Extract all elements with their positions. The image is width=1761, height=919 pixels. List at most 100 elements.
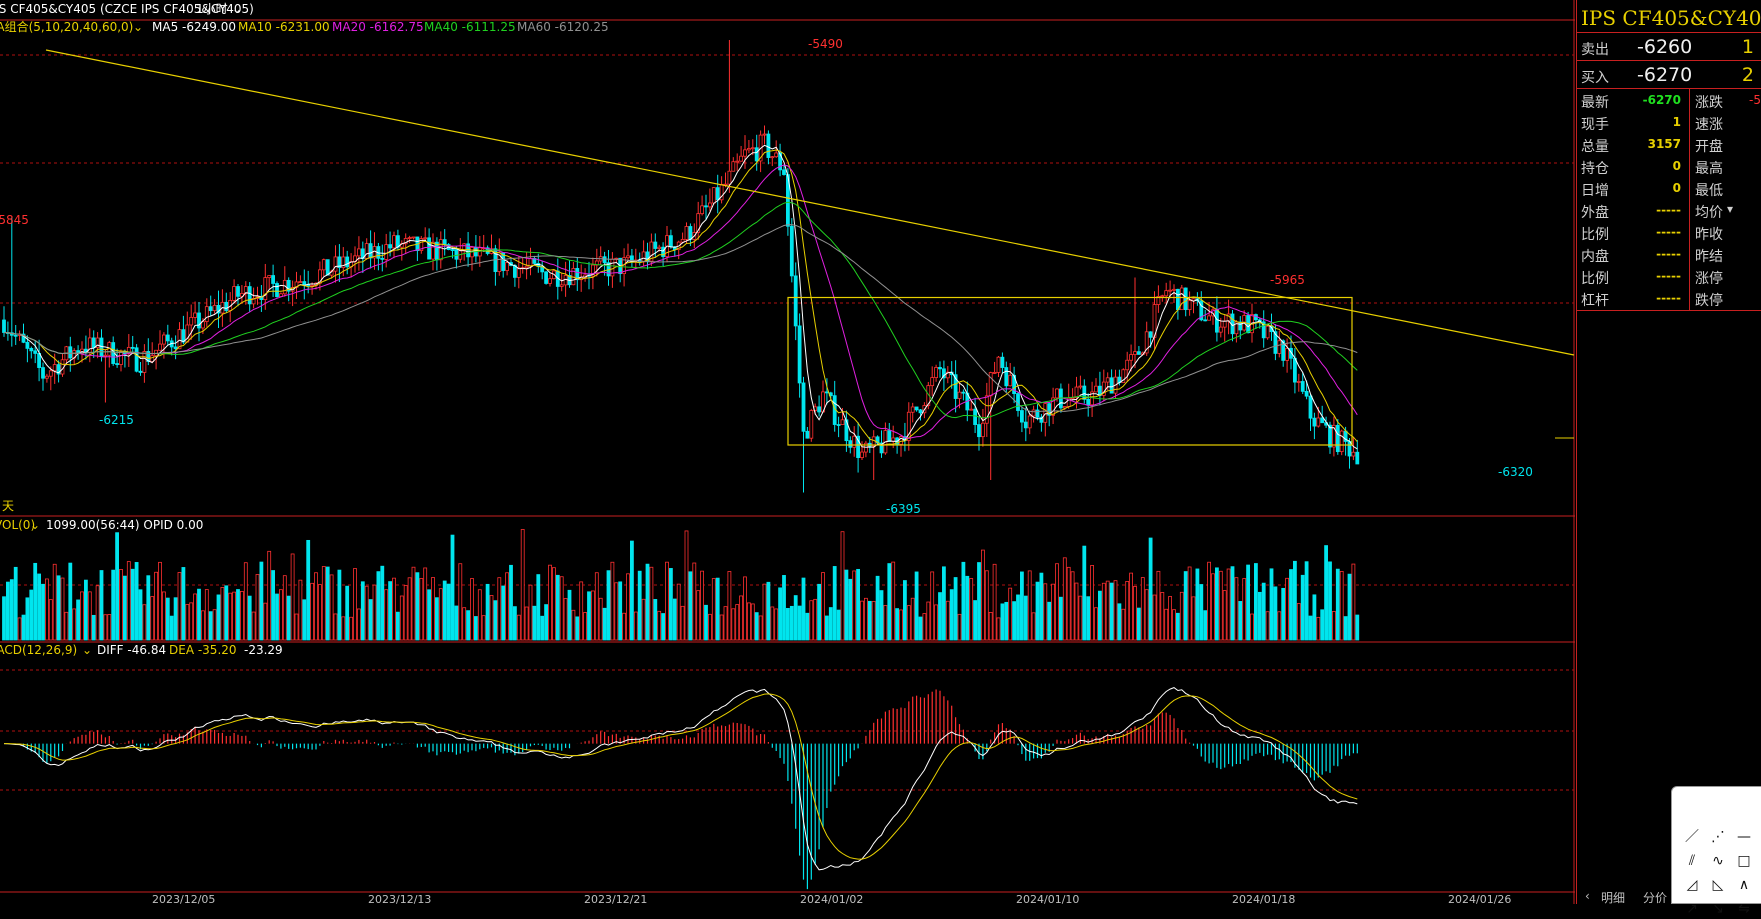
volume-bar — [1176, 612, 1180, 641]
volume-bar — [376, 571, 381, 641]
annotation-recent-high: -5965 — [1270, 273, 1305, 287]
candle-body — [739, 155, 743, 162]
drawing-tool-icon[interactable]: ∧ — [1738, 877, 1750, 893]
tab-detail[interactable]: 明细 — [1601, 891, 1626, 905]
period-chevron-icon[interactable]: ⌄ — [232, 2, 242, 16]
volume-bar — [758, 615, 763, 641]
ma-group-label[interactable]: MA组合(5,10,20,40,60,0) — [0, 19, 133, 34]
candle-body — [945, 371, 950, 379]
volume-bar — [368, 599, 373, 641]
drawing-tool-icon[interactable]: ◿ — [1686, 877, 1698, 893]
candle-body — [37, 353, 41, 368]
period-selector[interactable]: 1小时 — [196, 2, 228, 16]
macd-chevron-icon[interactable]: ⌄ — [82, 643, 92, 657]
volume-bar — [1144, 589, 1149, 641]
candle-body — [1168, 289, 1172, 292]
panel-tabs[interactable]: ‹ 明细 分价 — [1585, 889, 1668, 905]
candle-body — [1125, 359, 1130, 371]
candle-body — [1203, 319, 1208, 322]
volume-bar — [115, 532, 119, 641]
ma-chevron-icon[interactable]: ⌄ — [133, 20, 143, 34]
candle-body — [973, 408, 977, 425]
candle-body — [641, 251, 646, 263]
tab-price[interactable]: 分价 — [1643, 891, 1668, 905]
volume-bar — [1195, 568, 1200, 641]
sell-row[interactable]: 卖出 -6260 1 — [1577, 32, 1761, 61]
chart-area[interactable]: IPS CF405&CY405 (CZCE IPS CF405&CY405) 1… — [0, 0, 1575, 904]
candle-body — [715, 187, 720, 201]
candle-body — [450, 249, 455, 251]
volume-bar — [1078, 595, 1083, 641]
volume-bar — [1277, 611, 1282, 641]
volume-bar — [797, 605, 802, 641]
volume-bar — [1055, 563, 1059, 641]
volume-bar — [259, 561, 264, 641]
avg-price-dropdown-icon[interactable]: ▾ — [1727, 202, 1734, 216]
volume-bar — [1047, 601, 1052, 641]
drawing-toolbox[interactable]: ／ ⋰ — ⫽ ∿ □ ◿ ◺ ∧ ↗ ↘ ⇋ — [1671, 786, 1761, 917]
volume-bar — [91, 614, 96, 641]
candle-body — [345, 256, 350, 268]
volume-bar — [809, 600, 814, 641]
macd-indicator-label[interactable]: MACD(12,26,9) — [0, 643, 77, 657]
volume-bar — [423, 567, 428, 641]
volume-bar — [395, 611, 400, 641]
volume-chevron-icon[interactable]: ⌄ — [30, 518, 40, 532]
volume-bar — [204, 589, 209, 641]
volume-bar — [567, 589, 572, 641]
drawing-tool-icon[interactable]: ⫽ — [1688, 853, 1696, 869]
drawing-tool-icon[interactable]: ∿ — [1712, 853, 1724, 869]
volume-bar — [37, 573, 41, 641]
quote-key: 速涨 — [1695, 117, 1723, 133]
volume-bar — [992, 563, 997, 641]
volume-bar — [1234, 577, 1239, 641]
moving-averages — [3, 144, 1358, 450]
volume-bar — [571, 609, 576, 641]
candle-body — [708, 202, 712, 208]
candle-body — [516, 267, 521, 278]
candle-body — [704, 205, 708, 208]
volume-bar — [583, 612, 587, 641]
drawing-tool-icon[interactable]: ⋰ — [1711, 829, 1725, 845]
drawing-tool-icon[interactable]: ◺ — [1712, 877, 1724, 893]
volume-bar — [247, 595, 252, 641]
candle-body — [1004, 367, 1009, 387]
volume-bar — [1339, 570, 1344, 641]
quote-row: 杠杆 ----- 跌停 — [1577, 287, 1761, 309]
candle-body — [286, 279, 291, 292]
quote-key: 昨收 — [1695, 227, 1723, 243]
candle-body — [696, 213, 701, 233]
ma40-line — [3, 201, 1358, 419]
volume-bar — [411, 566, 416, 641]
ma10-line — [3, 149, 1358, 447]
candle-body — [996, 356, 1001, 373]
drawing-overlays — [45, 49, 1575, 446]
volume-bar — [969, 578, 974, 641]
volume-bar — [938, 592, 942, 641]
volume-bar — [21, 614, 26, 641]
candle-body — [957, 391, 962, 399]
candle-body — [505, 262, 510, 271]
volume-bar — [1332, 611, 1336, 641]
candle-body — [731, 161, 736, 172]
quote-key: 日增 — [1581, 183, 1609, 199]
drawing-tool-icon[interactable]: □ — [1737, 853, 1751, 869]
x-tick-label: 2023/12/13 — [368, 893, 431, 904]
volume-bar — [1285, 577, 1289, 641]
volume-bar — [548, 564, 552, 641]
candle-body — [477, 247, 482, 257]
candle-body — [177, 329, 182, 350]
candle-body — [1035, 409, 1040, 418]
drawing-tool-icon[interactable]: ／ — [1685, 829, 1699, 845]
volume-bar — [181, 567, 186, 641]
buy-row[interactable]: 买入 -6270 2 — [1577, 60, 1761, 89]
volume-bar — [1191, 596, 1196, 641]
volume-bar — [879, 590, 884, 641]
candle-body — [427, 237, 432, 260]
drawing-tool-icon[interactable]: — — [1737, 829, 1751, 845]
ma40-value: MA40 -6111.25 — [424, 20, 516, 34]
volume-bar — [793, 595, 798, 641]
volume-bar — [72, 608, 77, 641]
volume-bar — [501, 585, 506, 641]
volume-indicator-label[interactable]: VOL(0) — [0, 518, 35, 532]
